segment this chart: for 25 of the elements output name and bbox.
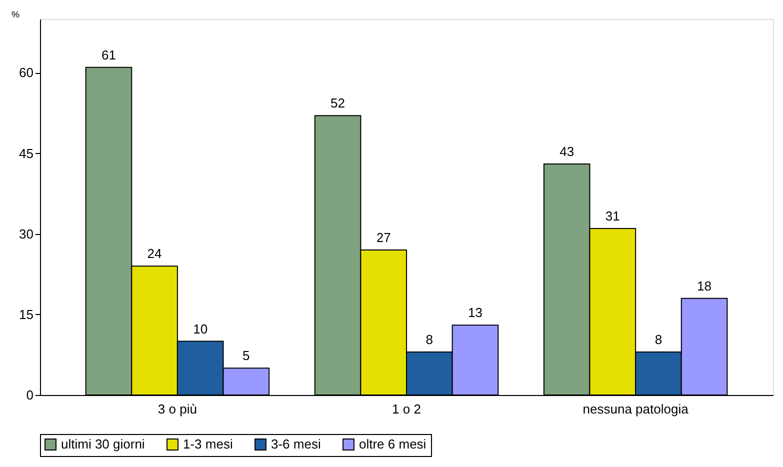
y-tick-label: 0 (26, 388, 34, 402)
y-axis-title: % (11, 10, 20, 20)
legend-label: 3-6 mesi (271, 436, 321, 452)
data-label: 52 (330, 96, 346, 111)
x-tick-label: 1 o 2 (392, 402, 421, 416)
data-label: 31 (605, 208, 620, 224)
data-label: 8 (654, 332, 662, 348)
y-tick-label: 45 (19, 146, 34, 161)
x-tick-label: nessuna patologia (582, 402, 690, 416)
data-label: 10 (193, 321, 208, 336)
data-label: 13 (468, 305, 482, 320)
data-label: 27 (376, 230, 391, 245)
data-label: 24 (147, 246, 162, 262)
legend-label: ultimi 30 giorni (61, 436, 145, 452)
data-label: 18 (697, 278, 712, 294)
data-label: 5 (242, 348, 250, 364)
y-tick-label: 30 (19, 226, 34, 242)
x-tick-label: 3 o più (158, 402, 197, 416)
y-tick-label: 60 (19, 65, 34, 80)
data-label: 61 (101, 47, 116, 62)
data-label: 43 (560, 144, 574, 160)
legend-label: 1-3 mesi (183, 436, 233, 452)
y-tick-label: 15 (19, 306, 34, 322)
legend-label: oltre 6 mesi (359, 436, 426, 452)
data-label: 8 (426, 332, 434, 348)
